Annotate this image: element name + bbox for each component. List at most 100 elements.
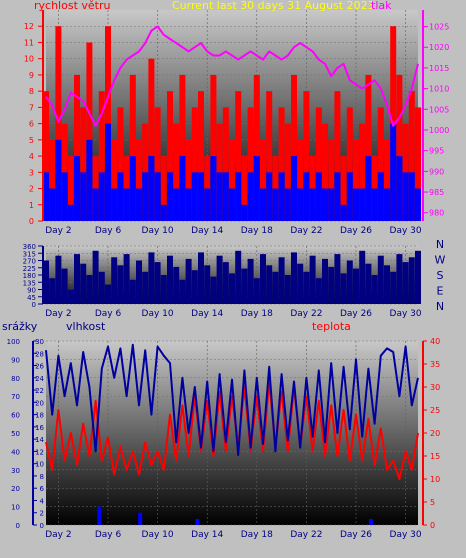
axis-ticks: 0123456789101112980985990995100010051010…: [24, 22, 450, 226]
speed-bar: [346, 172, 353, 221]
gust-bar: [291, 74, 297, 222]
speed-bar: [396, 156, 403, 221]
gust-bar: [365, 74, 372, 222]
direction-bar: [98, 271, 105, 304]
rain-tick-label: 20: [35, 399, 44, 407]
left-tick-label: 5: [29, 136, 34, 145]
rain-tick-label: 4: [40, 497, 45, 505]
speed-bar: [61, 172, 68, 221]
speed-bar: [123, 188, 130, 221]
humidity-axis-label: vlhkost: [66, 320, 106, 333]
x-tick-label: Day 26: [340, 309, 372, 319]
direction-bar: [204, 265, 211, 304]
speed-bar: [278, 172, 285, 221]
direction-bar: [390, 271, 397, 304]
gust-bar: [278, 107, 285, 221]
gust-bar: [179, 74, 186, 222]
x-tick-label: Day 14: [191, 309, 223, 319]
speed-bar: [210, 156, 217, 221]
rain-tick-label: 22: [35, 387, 44, 395]
gust-bar: [328, 139, 335, 221]
direction-label: N: [436, 238, 444, 251]
gust-bar: [55, 26, 62, 222]
direction-bar: [43, 260, 49, 304]
rain-tick-label: 0: [40, 522, 44, 530]
left-tick-label: 3: [29, 168, 34, 177]
gust-bar: [198, 91, 204, 221]
direction-bar: [191, 270, 198, 304]
temperature-tick-label: 35: [430, 360, 440, 369]
left-tick-label: 0: [32, 301, 36, 309]
speed-bar: [272, 188, 279, 221]
gust-bar: [222, 107, 229, 221]
direction-bar: [359, 250, 366, 304]
gust-bar: [346, 107, 353, 221]
wind-pressure-chart: Day 2 Day 6 Day 10 Day 14 Day 18 Day 22 Day 26…: [24, 0, 450, 236]
x-tick-label: Day 6: [95, 530, 122, 540]
direction-bar: [408, 257, 415, 304]
wind-direction-chart: Day 2 Day 6 Day 10 Day 14 Day 18 Day 22 Day 26…: [23, 238, 446, 319]
gust-bar: [359, 123, 366, 221]
speed-bar: [92, 188, 99, 221]
humidity-tick-label: 100: [7, 338, 20, 346]
rain-tick-label: 26: [35, 363, 44, 371]
speed-bar: [365, 156, 372, 221]
humidity-line: [45, 343, 419, 457]
left-tick-label: 0: [29, 217, 34, 226]
gust-bar: [229, 139, 235, 221]
gust-bar: [253, 74, 260, 222]
left-tick-label: 10: [24, 55, 34, 64]
rain-tick-label: 8: [40, 473, 44, 481]
humidity-tick-label: 70: [11, 393, 20, 401]
x-tick-label: Day 10: [142, 309, 174, 319]
speed-bar: [384, 188, 390, 221]
right-axis-label: tlak: [371, 0, 392, 12]
right-tick-label: 990: [429, 167, 444, 176]
left-tick-label: 4: [29, 152, 34, 161]
speed-bar: [49, 188, 56, 221]
speed-bar: [415, 188, 421, 221]
gust-bar: [185, 139, 192, 221]
direction-bar: [266, 265, 273, 304]
direction-bar: [415, 250, 421, 304]
direction-bar: [216, 255, 223, 304]
left-tick-label: 180: [23, 272, 36, 280]
direction-bar: [154, 262, 161, 304]
rain-bar: [97, 506, 102, 525]
direction-label: W: [435, 254, 446, 267]
direction-bar: [173, 266, 180, 304]
rain-axis-label: srážky: [2, 320, 38, 333]
right-tick-label: 1010: [429, 85, 449, 94]
humidity-tick-label: 80: [11, 375, 20, 383]
direction-bar: [371, 275, 378, 304]
rain-bar: [368, 518, 373, 525]
speed-bar: [371, 188, 378, 221]
humidity-tick-label: 50: [11, 430, 20, 438]
series-marks: [45, 343, 419, 525]
direction-bar: [86, 275, 93, 304]
gust-bar: [210, 74, 217, 222]
direction-bar: [377, 255, 384, 304]
left-tick-label: 2: [29, 185, 34, 194]
left-tick-label: 270: [23, 258, 36, 266]
speed-bar: [173, 188, 180, 221]
direction-bar: [284, 275, 291, 304]
left-tick-label: 360: [23, 243, 36, 251]
direction-bar: [353, 268, 359, 304]
x-tick-label: Day 26: [340, 530, 372, 540]
speed-bar: [390, 123, 397, 221]
temperature-tick-label: 40: [430, 337, 440, 346]
right-tick-label: 980: [429, 209, 444, 218]
speed-bar: [55, 139, 62, 221]
humidity-tick-label: 10: [11, 504, 20, 512]
left-tick-label: 90: [27, 287, 36, 295]
left-axis-label: rychlost větru: [34, 0, 110, 12]
direction-bar: [315, 278, 322, 304]
x-tick-label: Day 30: [390, 226, 422, 236]
speed-bar: [117, 172, 124, 221]
speed-bar: [204, 188, 211, 221]
gust-bar: [129, 74, 136, 222]
